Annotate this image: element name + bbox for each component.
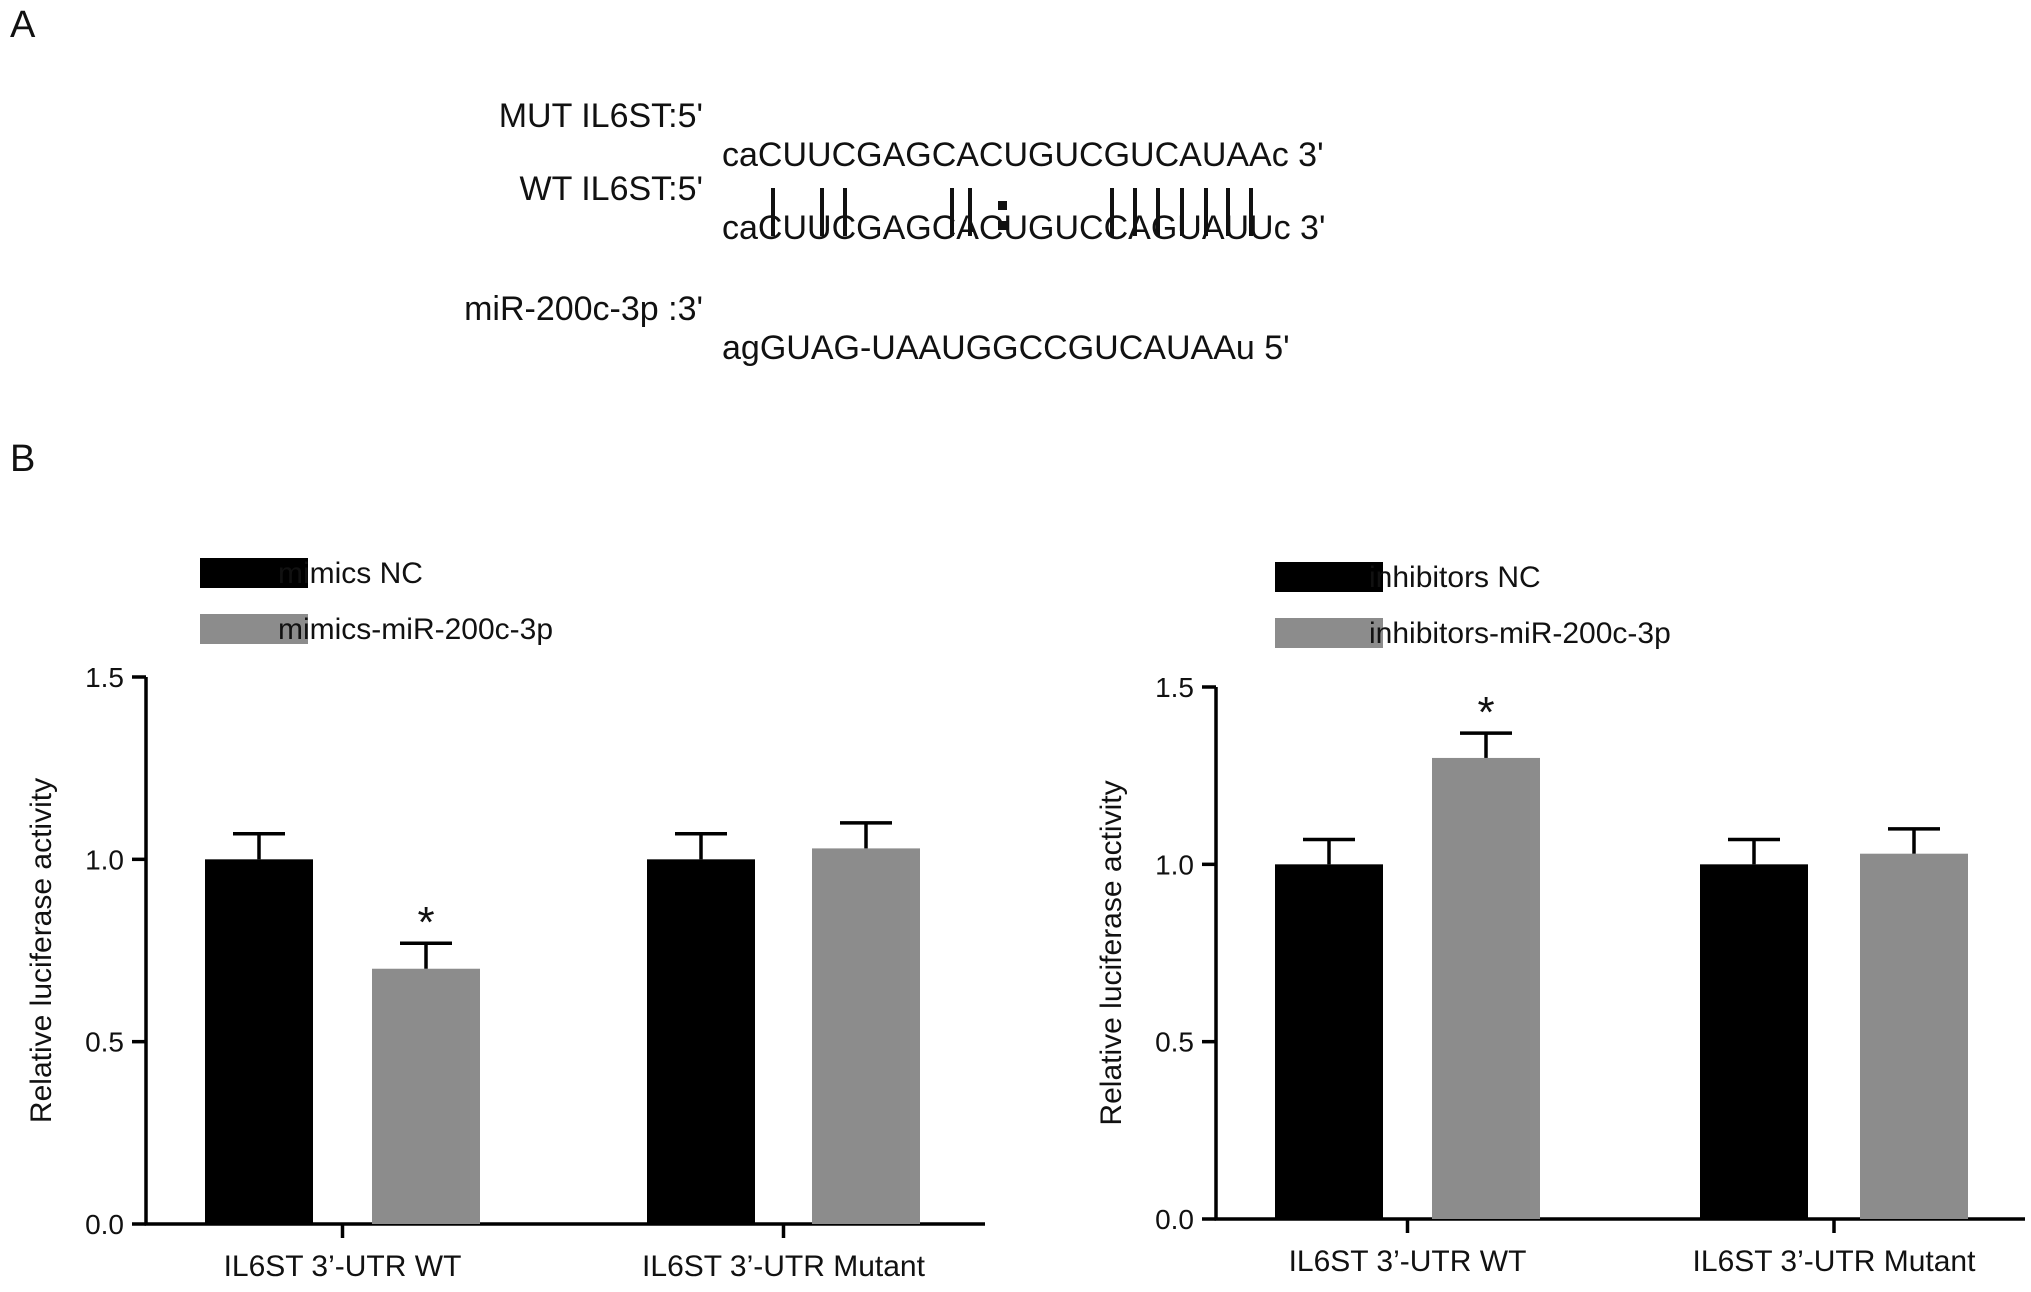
pair-mark-wobble bbox=[998, 221, 1007, 230]
x-tick-label: IL6ST 3’-UTR WT bbox=[224, 1250, 462, 1283]
y-tick-label: 1.5 bbox=[85, 662, 124, 693]
chart-mimics: mimics NC mimics-miR-200c-3p 0.0 0.5 1.0 1.5 R… bbox=[25, 557, 985, 1283]
legend-swatch bbox=[1275, 618, 1383, 648]
y-axis-label: Relative luciferase activity bbox=[25, 778, 58, 1123]
y-tick-label: 0.0 bbox=[1155, 1204, 1194, 1235]
wt-sequence-label: WT IL6ST:5' bbox=[519, 170, 703, 208]
x-tick-label: IL6ST 3’-UTR WT bbox=[1289, 1245, 1527, 1278]
x-tick-label: IL6ST 3’-UTR Mutant bbox=[642, 1250, 926, 1283]
y-tick-label: 1.0 bbox=[1155, 849, 1194, 880]
legend-label: inhibitors-miR-200c-3p bbox=[1369, 617, 1671, 650]
chart-inhibitors: inhibitors NC inhibitors-miR-200c-3p 0.0 0.… bbox=[1095, 561, 2025, 1278]
significance-marker: * bbox=[1477, 688, 1494, 737]
y-tick-label: 1.0 bbox=[85, 844, 124, 875]
panel-label-b: B bbox=[10, 438, 36, 480]
significance-marker: * bbox=[417, 898, 434, 947]
bar bbox=[647, 859, 755, 1224]
legend-swatch bbox=[1275, 562, 1383, 592]
wt-sequence: caCUUCGAGCACUGUCCAGUAUUc 3' bbox=[722, 209, 1326, 247]
y-tick-label: 0.0 bbox=[85, 1209, 124, 1240]
mut-sequence: caCUUCGAGCACUGUCGUCAUAAc 3' bbox=[722, 136, 1324, 174]
legend-label: mimics NC bbox=[278, 557, 423, 590]
bar bbox=[1700, 864, 1808, 1219]
mirna-sequence-label: miR-200c-3p :3' bbox=[464, 290, 703, 328]
bar bbox=[1432, 757, 1540, 1219]
bar bbox=[205, 859, 313, 1224]
legend-label: inhibitors NC bbox=[1369, 561, 1541, 594]
panel-label-a: A bbox=[10, 4, 36, 46]
bar bbox=[812, 848, 920, 1224]
mut-sequence-label: MUT IL6ST:5' bbox=[498, 97, 703, 135]
y-axis-label: Relative luciferase activity bbox=[1095, 780, 1128, 1125]
base-pairing-marks bbox=[771, 188, 1253, 236]
legend-swatch bbox=[200, 558, 308, 588]
pair-mark-wobble bbox=[998, 201, 1007, 210]
y-tick-label: 0.5 bbox=[85, 1027, 124, 1058]
bar bbox=[1275, 864, 1383, 1219]
mirna-sequence: agGUAG-UAAUGGCCGUCAUAAu 5' bbox=[722, 329, 1290, 367]
y-tick-label: 0.5 bbox=[1155, 1027, 1194, 1058]
x-tick-label: IL6ST 3’-UTR Mutant bbox=[1693, 1245, 1977, 1278]
y-tick-label: 1.5 bbox=[1155, 672, 1194, 703]
bar bbox=[1860, 853, 1968, 1219]
bar bbox=[372, 968, 480, 1224]
legend-label: mimics-miR-200c-3p bbox=[278, 613, 553, 646]
legend-swatch bbox=[200, 614, 308, 644]
